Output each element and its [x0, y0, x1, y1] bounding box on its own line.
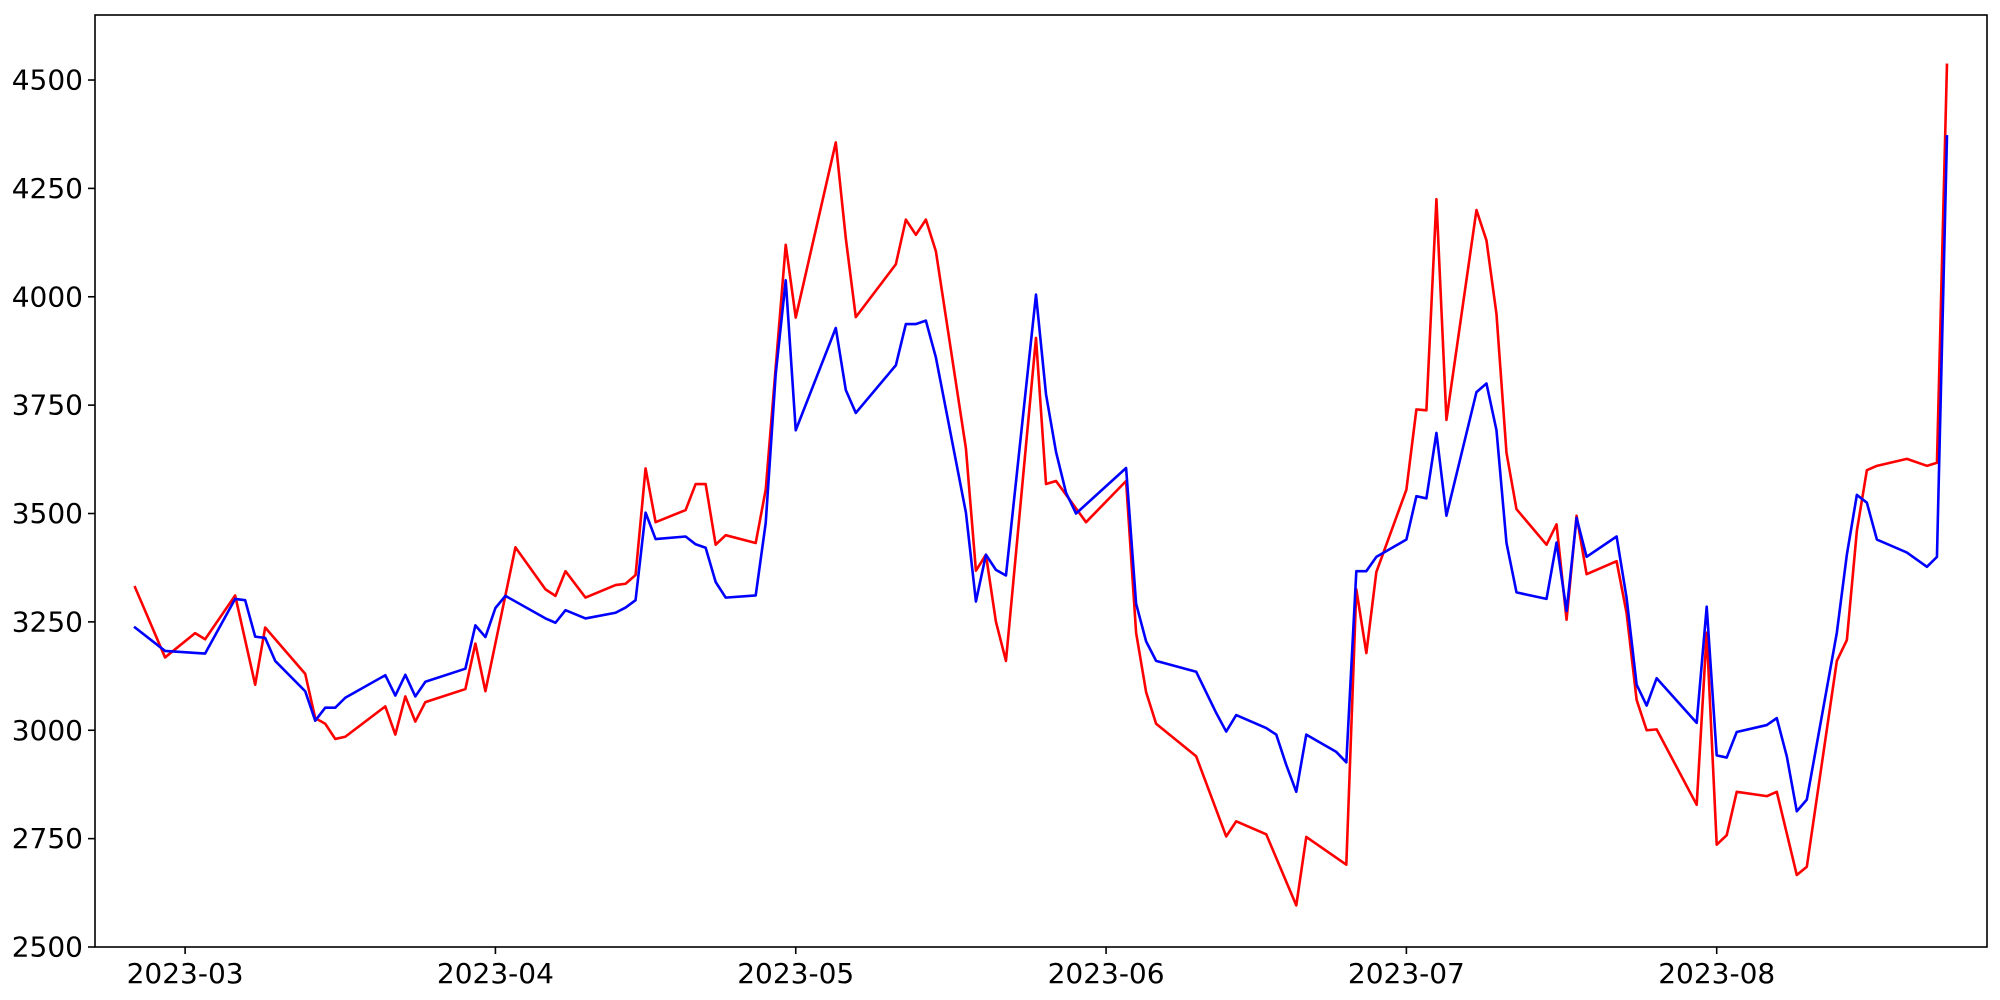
x-tick-label: 2023-08 — [1658, 957, 1775, 990]
x-axis: 2023-03 2023-04 2023-05 2023-06 2023-07 2023-… — [127, 947, 1775, 990]
y-tick-label: 4500 — [12, 64, 83, 97]
x-tick-label: 2023-04 — [437, 957, 554, 990]
y-tick-label: 3250 — [12, 605, 83, 638]
series-line-2 — [133, 135, 1949, 813]
y-tick-label: 3500 — [12, 497, 83, 530]
y-tick-label: 4000 — [12, 280, 83, 313]
y-tick-label: 4250 — [12, 172, 83, 205]
x-tick-label: 2023-05 — [737, 957, 854, 990]
series-layer — [133, 63, 1949, 907]
x-tick-label: 2023-06 — [1048, 957, 1165, 990]
y-axis: 2500 2750 3000 3250 3500 3750 4000 4250 4500 — [12, 64, 95, 964]
y-tick-label: 3750 — [12, 389, 83, 422]
y-tick-label: 2500 — [12, 931, 83, 964]
plot-frame — [94, 14, 1988, 948]
series-line-1 — [133, 63, 1949, 907]
y-tick-label: 3000 — [12, 714, 83, 747]
y-tick-label: 2750 — [12, 822, 83, 855]
x-tick-label: 2023-07 — [1348, 957, 1465, 990]
plot-background — [95, 15, 1987, 947]
x-tick-label: 2023-03 — [127, 957, 244, 990]
